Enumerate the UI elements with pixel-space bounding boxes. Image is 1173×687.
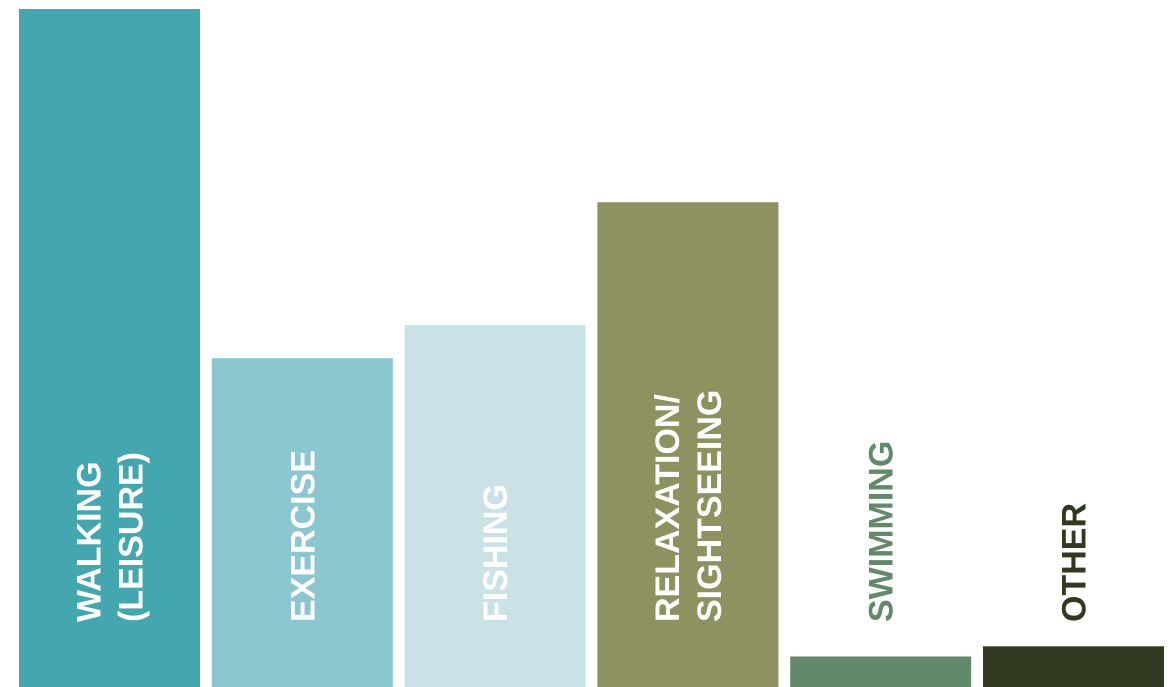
bar-exercise bbox=[211, 358, 393, 687]
bar-label-line: RELAXATION/ bbox=[649, 394, 687, 622]
labels-group: WALKING (LEISURE) EXERCISE FISHING RELAXATIO… bbox=[71, 390, 1094, 622]
bar-label-relaxation-sightseeing: RELAXATION/SIGHTSEEING bbox=[649, 390, 729, 622]
bar-label-fishing: FISHING bbox=[477, 484, 515, 622]
bar-other bbox=[983, 646, 1164, 687]
bar-label-line: SIGHTSEEING bbox=[691, 390, 729, 622]
bar-swimming bbox=[790, 656, 972, 687]
bar-label-other: OTHER bbox=[1056, 503, 1094, 622]
bar-label-line: OTHER bbox=[1056, 503, 1094, 622]
bar-label-line: FISHING bbox=[477, 484, 515, 622]
bar-label-exercise: EXERCISE bbox=[284, 450, 322, 622]
bar-walking-leisure bbox=[19, 9, 200, 687]
bars-group bbox=[19, 9, 1164, 687]
bar-relaxation-sightseeing bbox=[597, 202, 779, 687]
bar-label-line: WALKING bbox=[71, 461, 109, 622]
bar-fishing bbox=[404, 324, 586, 687]
bar-label-line: EXERCISE bbox=[284, 450, 322, 622]
bar-label-walking-leisure: WALKING (LEISURE) bbox=[71, 452, 151, 622]
bar-label-swimming: SWIMMING bbox=[863, 441, 901, 622]
bar-label-line: (LEISURE) bbox=[113, 452, 151, 622]
bar-label-line: SWIMMING bbox=[863, 441, 901, 622]
